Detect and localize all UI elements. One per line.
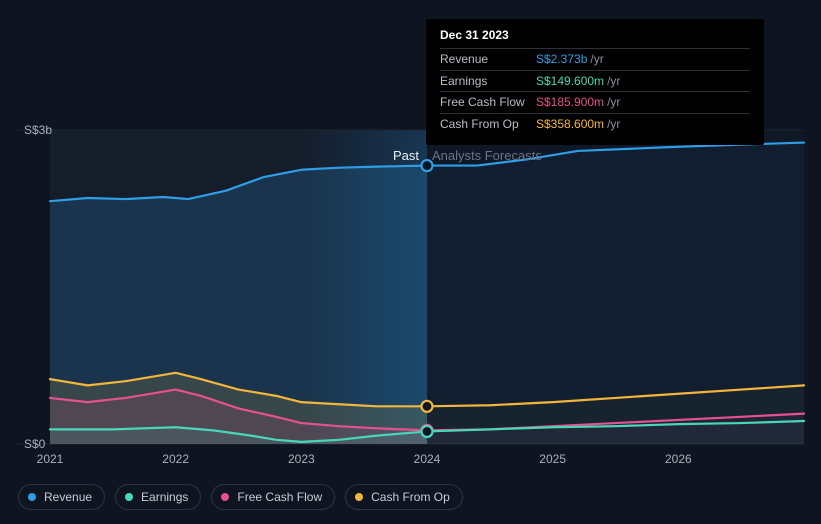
legend-item-label: Revenue bbox=[44, 490, 92, 504]
tooltip-row-label: Earnings bbox=[440, 73, 536, 90]
legend-item-revenue[interactable]: Revenue bbox=[18, 484, 105, 510]
tooltip-row-unit: /yr bbox=[607, 74, 620, 88]
x-tick-label: 2026 bbox=[665, 452, 692, 466]
legend-dot-icon bbox=[28, 493, 36, 501]
legend-item-label: Cash From Op bbox=[371, 490, 450, 504]
tooltip-row-label: Revenue bbox=[440, 51, 536, 68]
legend-dot-icon bbox=[355, 493, 363, 501]
y-tick-label: S$0 bbox=[24, 437, 45, 451]
x-tick-label: 2024 bbox=[414, 452, 441, 466]
tooltip-row: Free Cash FlowS$185.900m/yr bbox=[440, 91, 750, 113]
legend-item-free-cash-flow[interactable]: Free Cash Flow bbox=[211, 484, 335, 510]
x-tick-label: 2022 bbox=[162, 452, 189, 466]
legend-dot-icon bbox=[221, 493, 229, 501]
tooltip-row: Cash From OpS$358.600m/yr bbox=[440, 113, 750, 135]
region-label-past: Past bbox=[393, 148, 419, 163]
legend-item-cash-from-op[interactable]: Cash From Op bbox=[345, 484, 463, 510]
tooltip-row-label: Free Cash Flow bbox=[440, 94, 536, 111]
tooltip-row-unit: /yr bbox=[607, 95, 620, 109]
x-tick-label: 2025 bbox=[539, 452, 566, 466]
y-tick-label: S$3b bbox=[24, 123, 52, 137]
chart-tooltip: Dec 31 2023 RevenueS$2.373b/yrEarningsS$… bbox=[426, 19, 764, 145]
legend: Revenue Earnings Free Cash Flow Cash From O… bbox=[18, 484, 463, 510]
x-tick-label: 2021 bbox=[37, 452, 64, 466]
tooltip-title: Dec 31 2023 bbox=[440, 27, 750, 48]
tooltip-row-unit: /yr bbox=[590, 52, 603, 66]
tooltip-row: RevenueS$2.373b/yr bbox=[440, 48, 750, 70]
tooltip-row-value: S$358.600m bbox=[536, 117, 604, 131]
x-tick-label: 2023 bbox=[288, 452, 315, 466]
tooltip-row-value: S$185.900m bbox=[536, 95, 604, 109]
chart-container: Past Analysts Forecasts S$0 S$3b 2021 2022… bbox=[0, 0, 821, 524]
legend-item-earnings[interactable]: Earnings bbox=[115, 484, 201, 510]
legend-dot-icon bbox=[125, 493, 133, 501]
tooltip-row-value: S$149.600m bbox=[536, 74, 604, 88]
legend-item-label: Earnings bbox=[141, 490, 188, 504]
region-label-forecast: Analysts Forecasts bbox=[432, 148, 542, 163]
tooltip-row-value: S$2.373b bbox=[536, 52, 587, 66]
tooltip-row-unit: /yr bbox=[607, 117, 620, 131]
legend-item-label: Free Cash Flow bbox=[237, 490, 322, 504]
tooltip-row-label: Cash From Op bbox=[440, 116, 536, 133]
tooltip-row: EarningsS$149.600m/yr bbox=[440, 70, 750, 92]
